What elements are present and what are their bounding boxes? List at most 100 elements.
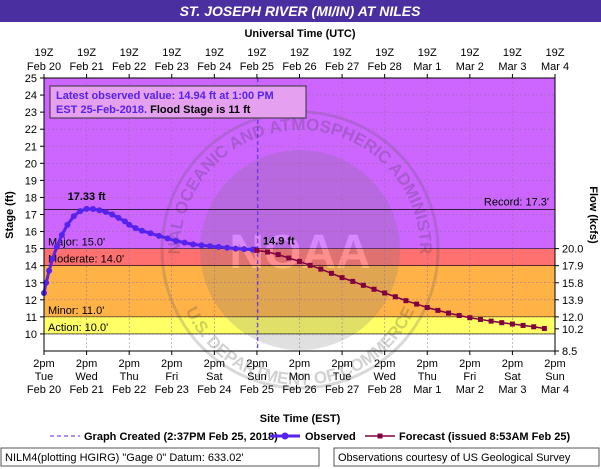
annotation-label: 14.9 ft	[263, 236, 295, 248]
footer-right-box	[333, 447, 600, 467]
observed-point	[132, 225, 139, 232]
observed-point	[164, 235, 171, 242]
observed-point	[64, 221, 71, 228]
observed-point	[77, 208, 84, 215]
observed-point	[121, 218, 128, 225]
top-tick-time: 19Z	[247, 47, 266, 59]
x-tick-date: Mar 4	[541, 384, 569, 396]
top-tick-date: Feb 24	[197, 61, 231, 73]
x-tick-dow: Thu	[120, 371, 139, 383]
x-tick-dow: Sun	[247, 371, 267, 383]
top-tick-time: 19Z	[418, 47, 437, 59]
top-tick-date: Mar 1	[413, 61, 441, 73]
moderate-zone	[44, 248, 555, 266]
top-tick-date: Feb 26	[282, 61, 316, 73]
x-tick-date: Feb 28	[368, 384, 402, 396]
y2-tick-label: 12.0	[562, 312, 583, 324]
observed-point	[102, 208, 109, 215]
top-tick-time: 19Z	[162, 47, 181, 59]
observed-point	[53, 243, 60, 250]
record-label: Record: 17.3'	[484, 196, 549, 208]
legend: Graph Created (2:37PM Feb 25, 2018) Obse…	[50, 431, 571, 443]
top-tick-date: Feb 28	[368, 61, 402, 73]
y-tick-label: 10	[25, 329, 37, 341]
forecast-point	[531, 324, 537, 330]
x-tick-date: Feb 21	[69, 384, 103, 396]
forecast-point	[541, 325, 547, 331]
y-tick-label: 16	[25, 227, 37, 239]
observed-point	[241, 246, 248, 253]
x-tick-time: 2pm	[544, 358, 565, 370]
x-tick-time: 2pm	[459, 358, 480, 370]
y-tick-label: 20	[25, 158, 37, 170]
forecast-point	[265, 249, 271, 255]
top-axis-title: Universal Time (UTC)	[244, 28, 355, 40]
forecast-point	[509, 321, 515, 327]
observed-point	[215, 243, 222, 250]
top-tick-date: Feb 22	[112, 61, 146, 73]
x-tick-dow: Wed	[75, 371, 97, 383]
observed-point	[181, 239, 188, 246]
top-tick-time: 19Z	[35, 47, 54, 59]
top-tick-date: Mar 4	[541, 61, 569, 73]
y2-axis-title: Flow (kcfs)	[587, 186, 599, 244]
observed-point	[70, 213, 77, 220]
top-tick-date: Mar 3	[498, 61, 526, 73]
top-tick-date: Feb 23	[155, 61, 189, 73]
y2-tick-label: 17.9	[562, 261, 583, 273]
forecast-point	[392, 294, 398, 300]
watermark-center: NOAA	[229, 226, 370, 279]
x-tick-time: 2pm	[204, 358, 225, 370]
action-zone	[44, 316, 555, 334]
x-tick-date: Feb 23	[155, 384, 189, 396]
x-tick-dow: Wed	[373, 371, 395, 383]
observed-point	[190, 241, 197, 248]
forecast-point	[477, 316, 483, 322]
x-tick-dow: Mon	[289, 371, 310, 383]
x-tick-time: 2pm	[76, 358, 97, 370]
top-tick-time: 19Z	[503, 47, 522, 59]
x-tick-date: Feb 22	[112, 384, 146, 396]
y-tick-label: 14	[25, 261, 37, 273]
y2-tick-label: 20.0	[562, 244, 583, 256]
chart-title: ST. JOSEPH RIVER (MI/IN) AT NILES	[180, 3, 422, 19]
info-line-2-suffix: Flood Stage is 11 ft	[147, 104, 251, 116]
observed-point	[138, 227, 145, 234]
top-tick-date: Feb 20	[27, 61, 61, 73]
forecast-point	[328, 270, 334, 276]
x-tick-dow: Sat	[206, 371, 223, 383]
observed-point	[232, 245, 239, 252]
info-line-1: Latest observed value: 14.94 ft at 1:00 …	[56, 90, 274, 102]
y2-tick-label: 13.9	[562, 295, 583, 307]
top-tick-time: 19Z	[120, 47, 139, 59]
legend-observed-marker	[281, 432, 289, 440]
forecast-point	[499, 320, 505, 326]
info-line-2-prefix: EST 25-Feb-2018.	[56, 104, 147, 116]
footer-left-text: NILM4(plotting HGIRG) "Gage 0" Datum: 63…	[5, 452, 244, 464]
forecast-point	[275, 252, 281, 258]
forecast-point	[403, 298, 409, 304]
moderate-label: Moderate: 14.0'	[48, 254, 124, 266]
observed-point	[115, 214, 122, 221]
forecast-line	[256, 249, 545, 330]
info-box: Latest observed value: 14.94 ft at 1:00 …	[49, 85, 307, 119]
observed-point	[198, 242, 205, 249]
x-tick-date: Feb 20	[27, 384, 61, 396]
observed-point	[126, 221, 133, 228]
y-tick-label: 18	[25, 192, 37, 204]
x-tick-dow: Fri	[463, 371, 476, 383]
forecast-point	[382, 290, 388, 296]
x-tick-time: 2pm	[161, 358, 182, 370]
top-tick-date: Feb 25	[240, 61, 274, 73]
info-box-bg	[49, 85, 307, 119]
forecast-point	[424, 304, 430, 310]
forecast-point	[339, 275, 345, 281]
observed-point	[173, 237, 180, 244]
threshold-lines: Action: 10.0' Minor: 11.0' Moderate: 14.0'…	[44, 196, 555, 335]
top-tick-date: Feb 27	[325, 61, 359, 73]
observed-point	[58, 231, 65, 238]
bottom-axis-title: Site Time (EST)	[260, 413, 341, 425]
forecast-point	[520, 322, 526, 328]
top-tick-time: 19Z	[460, 47, 479, 59]
